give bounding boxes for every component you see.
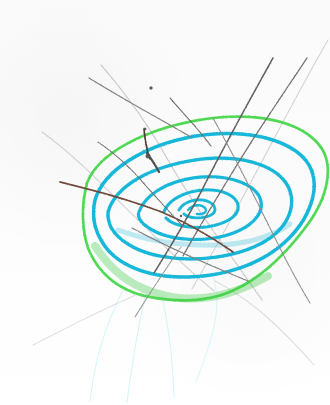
dark-mark-4	[179, 214, 183, 218]
faint-gray-lower-left	[32, 291, 144, 346]
faint-cyan-bottom-right	[161, 295, 175, 399]
green-outer-ring	[81, 115, 330, 302]
gray-cross-top-left	[88, 77, 192, 138]
cyan-spiral-ring-4	[162, 188, 240, 229]
cyan-spiral-ring-3	[136, 175, 263, 242]
gray-lower-crossing	[134, 246, 182, 318]
faint-gray-stroke-left	[41, 131, 215, 292]
cyan-spiral-ring-1	[91, 131, 316, 279]
gray-crossing-right	[212, 117, 311, 304]
dark-mark-3	[143, 127, 147, 131]
faint-cyan-bottom-center	[126, 291, 147, 403]
faint-gray-lower-right	[214, 280, 315, 366]
dark-mark-2	[149, 86, 153, 90]
faint-cyan-arc-right	[195, 275, 218, 383]
dark-gray-diagonal-main	[153, 57, 274, 274]
gray-crossing-left	[97, 141, 184, 227]
green-bottom-shading	[91, 242, 272, 303]
dark-mark-1	[145, 153, 151, 159]
cyan-spiral-ring-2	[106, 156, 294, 261]
cyan-overlap-shading	[115, 221, 293, 248]
cyan-spiral-core	[177, 198, 217, 220]
dark-gray-diagonal-right	[182, 57, 308, 257]
gray-cross-top-center	[169, 97, 212, 147]
brown-diagonal-left	[59, 181, 234, 253]
gray-lower-diagonal	[131, 227, 249, 282]
